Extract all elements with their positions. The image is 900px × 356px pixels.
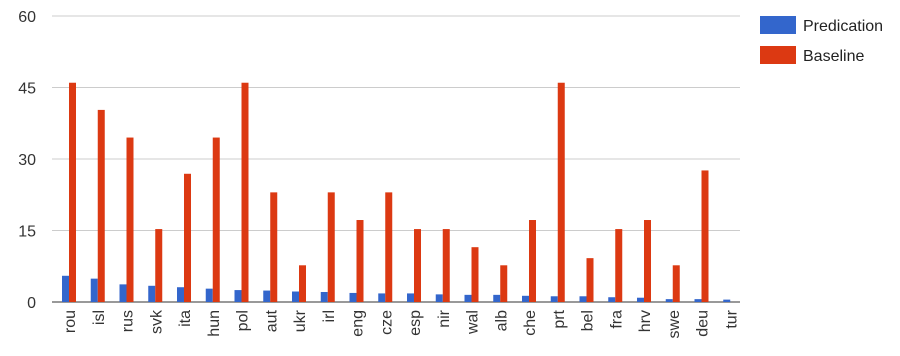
legend-label-predication: Predication bbox=[803, 18, 883, 35]
bar-baseline-fra bbox=[615, 229, 623, 302]
legend-swatch-baseline bbox=[760, 46, 796, 64]
bar-baseline-hun bbox=[212, 137, 220, 302]
bar-baseline-rou bbox=[69, 82, 76, 302]
bar-predication-tur bbox=[723, 299, 731, 302]
y-axis-ticks: 0 15 30 45 60 bbox=[18, 9, 36, 312]
bar-predication-ita bbox=[177, 287, 184, 302]
bar-predication-rou bbox=[62, 275, 69, 302]
bar-predication-alb bbox=[493, 294, 501, 302]
bar-baseline-svk bbox=[155, 229, 163, 302]
x-tick-label: eng bbox=[350, 310, 367, 337]
bar-predication-deu bbox=[694, 299, 702, 302]
bar-predication-swe bbox=[665, 299, 673, 302]
bar-predication-eng bbox=[349, 292, 357, 302]
bar-baseline-aut bbox=[270, 192, 278, 302]
x-tick-label: aut bbox=[263, 309, 280, 332]
bar-predication-wal bbox=[464, 294, 472, 302]
bar-baseline-irl bbox=[327, 192, 335, 302]
bar-baseline-pol bbox=[241, 82, 249, 302]
x-tick-label: prt bbox=[551, 309, 568, 328]
x-tick-label: rou bbox=[62, 310, 79, 333]
x-tick-label: isl bbox=[91, 310, 108, 325]
gridlines bbox=[52, 15, 740, 303]
bar-predication-hun bbox=[205, 288, 213, 302]
bar-baseline-che bbox=[529, 220, 536, 302]
bar-predication-irl bbox=[320, 291, 328, 302]
x-tick-label: irl bbox=[321, 310, 338, 322]
bar-baseline-nir bbox=[442, 229, 450, 302]
legend-swatch-predication bbox=[760, 16, 796, 34]
bar-baseline-ukr bbox=[299, 265, 306, 302]
x-tick-label: alb bbox=[493, 310, 510, 331]
bar-baseline-deu bbox=[701, 170, 709, 302]
bar-baseline-isl bbox=[97, 109, 105, 302]
x-tick-label: nir bbox=[436, 309, 453, 327]
bar-predication-cze bbox=[378, 293, 386, 302]
bar-baseline-prt bbox=[557, 82, 565, 302]
x-tick-label: swe bbox=[666, 310, 683, 339]
bar-series bbox=[62, 82, 731, 302]
bar-baseline-bel bbox=[586, 258, 594, 302]
x-tick-label: rus bbox=[120, 310, 137, 332]
x-tick-label: wal bbox=[465, 310, 482, 335]
bar-baseline-swe bbox=[672, 265, 680, 302]
bar-predication-fra bbox=[608, 297, 616, 302]
bar-baseline-ita bbox=[184, 173, 191, 302]
bar-predication-isl bbox=[90, 278, 98, 302]
bar-baseline-rus bbox=[126, 137, 134, 302]
y-tick-label: 45 bbox=[18, 81, 36, 98]
x-axis-ticks: rou isl rus svk ita hun pol aut ukr irl eng cze esp n… bbox=[62, 309, 740, 338]
bar-predication-hrv bbox=[637, 297, 644, 302]
bar-predication-rus bbox=[119, 284, 127, 302]
x-tick-label: pol bbox=[235, 310, 252, 331]
bar-predication-bel bbox=[579, 296, 587, 302]
legend-label-baseline: Baseline bbox=[803, 48, 864, 65]
y-tick-label: 0 bbox=[27, 295, 36, 312]
bar-predication-nir bbox=[435, 294, 443, 302]
bar-predication-ukr bbox=[292, 291, 299, 302]
bar-baseline-esp bbox=[414, 229, 421, 302]
x-tick-label: tur bbox=[723, 309, 740, 328]
bar-predication-svk bbox=[148, 285, 156, 302]
y-tick-label: 60 bbox=[18, 9, 36, 26]
x-tick-label: hun bbox=[206, 310, 223, 337]
bar-baseline-cze bbox=[385, 192, 393, 302]
x-tick-label: fra bbox=[608, 310, 625, 329]
bar-baseline-alb bbox=[500, 265, 508, 302]
x-tick-label: ukr bbox=[292, 309, 309, 332]
bar-baseline-hrv bbox=[644, 220, 651, 302]
bar-baseline-eng bbox=[356, 220, 364, 302]
bar-predication-esp bbox=[407, 293, 414, 302]
y-tick-label: 30 bbox=[18, 152, 36, 169]
bar-predication-aut bbox=[263, 290, 271, 302]
x-tick-label: bel bbox=[580, 310, 597, 331]
bar-baseline-wal bbox=[471, 247, 479, 302]
y-tick-label: 15 bbox=[18, 224, 36, 241]
bar-predication-pol bbox=[234, 290, 242, 302]
x-tick-label: ita bbox=[177, 310, 194, 327]
x-tick-label: deu bbox=[695, 310, 712, 337]
bar-predication-che bbox=[522, 295, 529, 302]
x-tick-label: cze bbox=[378, 310, 395, 335]
bar-predication-prt bbox=[550, 296, 558, 302]
x-tick-label: svk bbox=[148, 309, 165, 334]
x-tick-label: hrv bbox=[637, 310, 654, 332]
x-tick-label: che bbox=[522, 310, 539, 336]
legend: Predication Baseline bbox=[760, 16, 883, 65]
x-tick-label: esp bbox=[407, 310, 424, 336]
